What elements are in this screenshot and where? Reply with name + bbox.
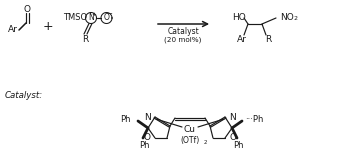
Text: N: N	[229, 112, 236, 122]
Text: Ph: Ph	[139, 140, 149, 149]
Text: Ph: Ph	[233, 140, 243, 149]
Text: N: N	[144, 112, 151, 122]
Text: (OTf): (OTf)	[180, 137, 199, 146]
Text: Ph: Ph	[120, 114, 131, 124]
Text: O: O	[24, 5, 30, 13]
Text: Ar: Ar	[237, 34, 247, 43]
Text: −: −	[106, 11, 113, 18]
Text: Catalyst:: Catalyst:	[5, 90, 43, 100]
Text: Catalyst: Catalyst	[167, 27, 199, 37]
Text: +: +	[92, 12, 97, 17]
Text: Cu: Cu	[184, 125, 196, 135]
Text: 2: 2	[293, 16, 297, 21]
Text: O: O	[230, 133, 237, 143]
Text: (20 mol%): (20 mol%)	[164, 37, 202, 43]
Text: HO: HO	[232, 13, 246, 21]
Text: R: R	[265, 34, 271, 43]
Text: N: N	[88, 13, 94, 22]
Text: R: R	[82, 35, 88, 45]
Text: O: O	[104, 13, 109, 22]
Text: NO: NO	[280, 13, 294, 21]
Text: +: +	[43, 21, 53, 34]
Text: O: O	[143, 133, 150, 143]
Text: 2: 2	[204, 140, 208, 146]
Text: TMSO: TMSO	[63, 13, 87, 22]
Text: ···Ph: ···Ph	[245, 114, 263, 124]
Text: Ar: Ar	[8, 26, 18, 34]
